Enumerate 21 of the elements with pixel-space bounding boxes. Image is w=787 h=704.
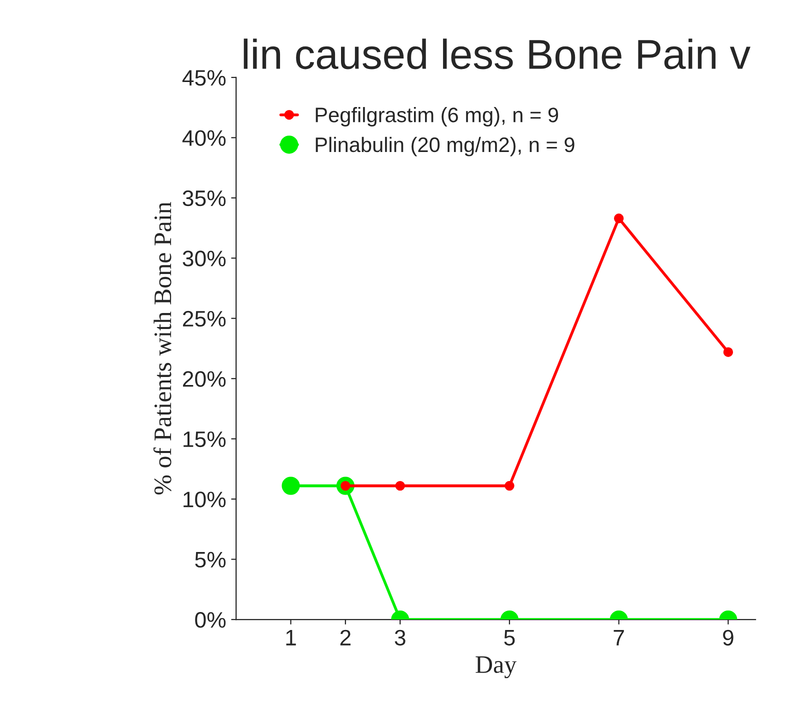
y-tick-label: 0% [195,612,226,628]
x-tick-label: 2 [340,630,351,646]
x-tick-label: 3 [394,630,406,646]
y-tick-label: 10% [184,492,226,508]
y-axis-title: % of Patients with Bone Pain [153,202,172,494]
y-tick-label: 5% [195,552,226,568]
y-tick-label: 15% [184,431,226,448]
x-tick-label: 7 [614,630,624,646]
y-tick-label: 45% [182,70,226,86]
x-tick-label: 1 [286,630,296,646]
chart-title: lin caused less Bone Pain v [244,38,750,70]
y-tick-label: 35% [182,190,226,206]
legend-label: Plinabulin (20 mg/m2), n = 9 [316,136,574,156]
y-tick-label: 40% [182,130,226,146]
y-tick-label: 30% [182,250,226,266]
legend-label: Pegfilgrastim (6 mg), n = 9 [316,107,558,126]
x-tick-label: 5 [504,630,515,646]
y-tick-label: 25% [183,310,226,327]
x-tick-label: 9 [723,630,734,646]
y-tick-label: 20% [183,371,226,387]
x-axis-title: Day [476,656,517,678]
